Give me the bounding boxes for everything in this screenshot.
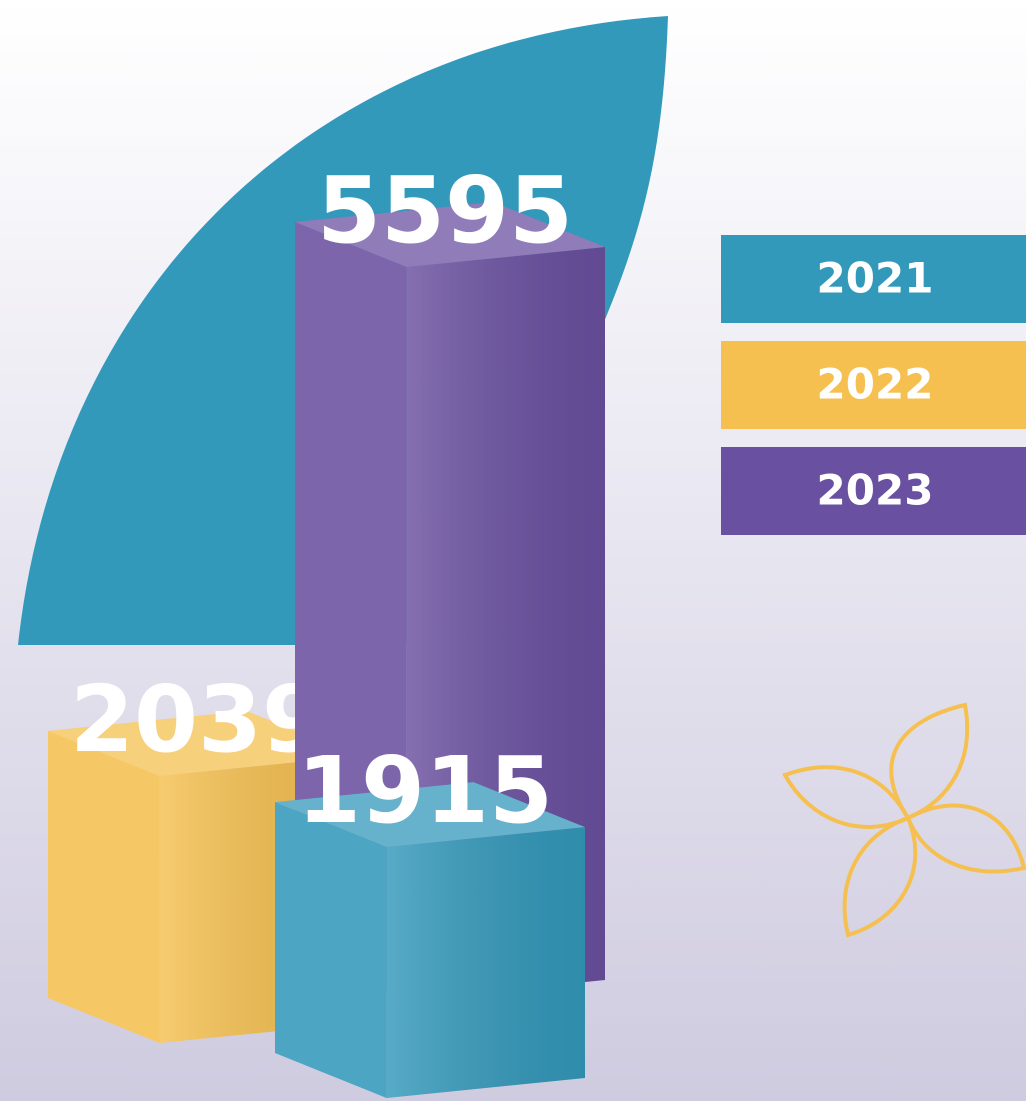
legend-label: 2023 (817, 466, 934, 515)
chart: 2039 5595 1915 2021 2022 2023 (0, 0, 1026, 1101)
value-label: 2039 (70, 666, 326, 773)
legend-label: 2021 (817, 254, 934, 303)
legend: 2021 2022 2023 (721, 235, 1026, 535)
bar-left-face (275, 802, 387, 1098)
bar-left-face (48, 731, 160, 1043)
legend-label: 2022 (817, 360, 934, 409)
bar-right-face (387, 827, 585, 1098)
value-label: 1915 (297, 737, 553, 844)
value-label: 5595 (317, 157, 573, 264)
